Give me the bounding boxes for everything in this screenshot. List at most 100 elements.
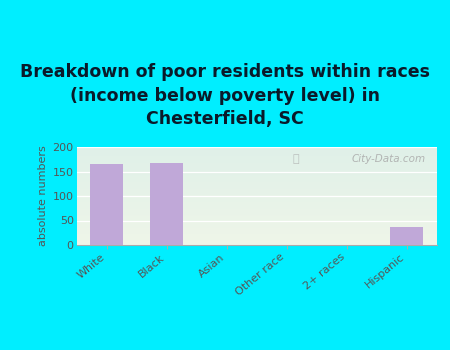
Bar bbox=[76, 228, 436, 229]
Bar bbox=[76, 178, 436, 179]
Bar bbox=[76, 225, 436, 226]
Bar bbox=[76, 237, 436, 238]
Bar bbox=[76, 233, 436, 234]
Bar bbox=[76, 187, 436, 188]
Bar bbox=[76, 222, 436, 223]
Bar bbox=[76, 203, 436, 204]
Bar bbox=[76, 238, 436, 239]
Text: Breakdown of poor residents within races
(income below poverty level) in
Chester: Breakdown of poor residents within races… bbox=[20, 63, 430, 128]
Bar bbox=[76, 152, 436, 153]
Bar bbox=[76, 156, 436, 157]
Bar bbox=[76, 243, 436, 244]
Bar bbox=[76, 184, 436, 185]
Bar bbox=[76, 231, 436, 232]
Bar bbox=[76, 223, 436, 224]
Bar bbox=[76, 155, 436, 156]
Bar bbox=[76, 198, 436, 199]
Bar bbox=[76, 235, 436, 236]
Bar bbox=[76, 226, 436, 228]
Bar bbox=[76, 209, 436, 210]
Bar bbox=[76, 161, 436, 162]
Bar bbox=[76, 185, 436, 186]
Bar bbox=[76, 199, 436, 200]
Bar bbox=[76, 239, 436, 240]
Bar bbox=[76, 153, 436, 154]
Bar bbox=[76, 230, 436, 231]
Bar bbox=[76, 205, 436, 206]
Bar bbox=[76, 200, 436, 201]
Bar bbox=[76, 157, 436, 158]
Bar bbox=[76, 207, 436, 208]
Bar bbox=[76, 236, 436, 237]
Bar bbox=[76, 154, 436, 155]
Bar bbox=[76, 201, 436, 202]
Bar bbox=[76, 210, 436, 211]
Bar bbox=[76, 194, 436, 195]
Bar bbox=[76, 188, 436, 189]
Bar bbox=[150, 163, 183, 245]
Bar bbox=[76, 220, 436, 222]
Bar bbox=[76, 190, 436, 191]
Bar bbox=[76, 234, 436, 235]
Bar bbox=[76, 206, 436, 207]
Bar bbox=[76, 164, 436, 166]
Bar bbox=[76, 176, 436, 177]
Bar bbox=[76, 163, 436, 164]
Bar bbox=[76, 195, 436, 196]
Bar bbox=[76, 151, 436, 152]
Bar bbox=[76, 214, 436, 215]
Bar bbox=[76, 179, 436, 180]
Bar bbox=[76, 160, 436, 161]
Bar bbox=[76, 192, 436, 193]
Bar bbox=[76, 217, 436, 218]
Bar bbox=[76, 229, 436, 230]
Bar bbox=[76, 182, 436, 183]
Bar bbox=[76, 167, 436, 168]
Bar bbox=[76, 204, 436, 205]
Bar bbox=[76, 191, 436, 192]
Bar bbox=[76, 219, 436, 220]
Bar bbox=[76, 175, 436, 176]
Bar bbox=[76, 241, 436, 242]
Bar bbox=[76, 173, 436, 174]
Bar bbox=[76, 211, 436, 212]
Bar bbox=[76, 170, 436, 172]
Text: City-Data.com: City-Data.com bbox=[351, 154, 426, 164]
Bar bbox=[76, 166, 436, 167]
Bar bbox=[76, 162, 436, 163]
Bar bbox=[76, 197, 436, 198]
Bar bbox=[76, 150, 436, 151]
Bar bbox=[76, 189, 436, 190]
Bar bbox=[76, 169, 436, 170]
Text: ⓘ: ⓘ bbox=[292, 154, 299, 164]
Bar bbox=[76, 168, 436, 169]
Bar bbox=[390, 228, 423, 245]
Bar bbox=[76, 186, 436, 187]
Bar bbox=[76, 193, 436, 194]
Bar bbox=[76, 196, 436, 197]
Bar bbox=[76, 215, 436, 216]
Bar bbox=[76, 232, 436, 233]
Bar bbox=[90, 164, 123, 245]
Y-axis label: absolute numbers: absolute numbers bbox=[38, 146, 49, 246]
Bar bbox=[76, 208, 436, 209]
Bar bbox=[76, 148, 436, 149]
Bar bbox=[76, 216, 436, 217]
Bar bbox=[76, 180, 436, 181]
Bar bbox=[76, 158, 436, 159]
Bar bbox=[76, 242, 436, 243]
Bar bbox=[76, 224, 436, 225]
Bar bbox=[76, 147, 436, 148]
Bar bbox=[76, 181, 436, 182]
Bar bbox=[76, 212, 436, 213]
Bar bbox=[76, 174, 436, 175]
Bar bbox=[76, 244, 436, 245]
Bar bbox=[76, 172, 436, 173]
Bar bbox=[76, 218, 436, 219]
Bar bbox=[76, 240, 436, 241]
Bar bbox=[76, 183, 436, 184]
Bar bbox=[76, 202, 436, 203]
Bar bbox=[76, 177, 436, 178]
Bar bbox=[76, 149, 436, 150]
Bar bbox=[76, 159, 436, 160]
